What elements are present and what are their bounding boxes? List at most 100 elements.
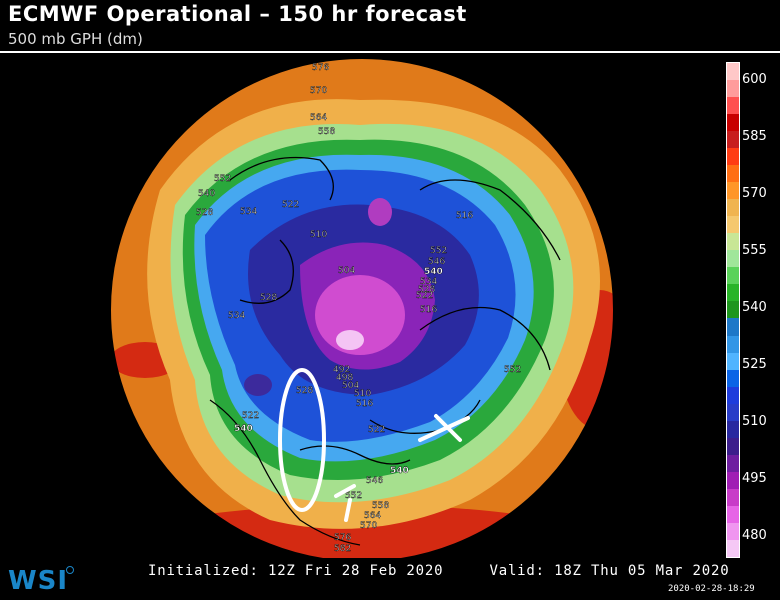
contour-label: 504 [342, 381, 359, 391]
contour-label: 522 [368, 425, 385, 435]
contour-label: 576 [334, 533, 351, 543]
contour-label: 534 [228, 311, 245, 321]
colorbar-swatch [727, 267, 739, 285]
colorbar-swatch [727, 522, 739, 540]
contour-label: 528 [196, 208, 213, 218]
colorbar-swatch [727, 301, 739, 319]
colorbar-swatch [727, 80, 739, 98]
colorbar-label: 480 [742, 528, 767, 543]
colorbar-label: 585 [742, 129, 767, 144]
colorbar-swatch [727, 505, 739, 523]
analyst-annotations [278, 368, 470, 522]
contour-label: 540 [390, 466, 409, 476]
colorbar-swatch [727, 182, 739, 200]
colorbar-label: 555 [742, 243, 767, 258]
colorbar-swatch [727, 165, 739, 183]
forecast-map: 576 570 564 558 552 540 534 528 522 510 … [109, 57, 615, 558]
contour-labels: 576 570 564 558 552 540 534 528 522 510 … [196, 63, 522, 554]
colorbar-swatch [727, 437, 739, 455]
contour-label: 528 [296, 386, 313, 396]
chart-subtitle: 500 mb GPH (dm) [8, 30, 143, 48]
contour-label: 546 [366, 476, 383, 486]
colorbar-swatch [727, 335, 739, 353]
map-disc-edge [109, 57, 615, 558]
colorbar-swatch [727, 488, 739, 506]
contour-label: 516 [456, 211, 473, 221]
colorbar-swatch [727, 250, 739, 268]
colorbar-swatch [727, 471, 739, 489]
colorbar-label: 570 [742, 186, 767, 201]
low-west [244, 374, 272, 396]
contour-label: 564 [364, 511, 381, 521]
contour-label: 540 [198, 189, 215, 199]
colorbar-label: 600 [742, 72, 767, 87]
header-divider [0, 51, 780, 53]
contour-label: 552 [504, 365, 521, 375]
generation-timestamp: 2020-02-28-18:29 [668, 584, 755, 594]
colorbar-label: 495 [742, 471, 767, 486]
chart-title: ECMWF Operational – 150 hr forecast [8, 2, 467, 26]
contour-label: 552 [214, 174, 231, 184]
contour-label: 510 [310, 230, 327, 240]
contour-label: 540 [234, 424, 253, 434]
colorbar-swatch [727, 284, 739, 302]
contour-label: 540 [424, 267, 443, 277]
band-pink-core [336, 330, 364, 350]
colorbar-swatch [727, 386, 739, 404]
colorbar-swatch [727, 352, 739, 370]
contour-label: 570 [360, 521, 377, 531]
wsi-logo: WSI [8, 566, 69, 596]
colorbar-swatch [727, 454, 739, 472]
cross-mark-annotation [418, 414, 470, 442]
contour-label: 528 [260, 293, 277, 303]
contour-label: 570 [310, 86, 327, 96]
band-magenta [315, 275, 405, 355]
contour-label: 558 [318, 127, 335, 137]
contour-label: 552 [345, 491, 362, 501]
contour-label: 528 [418, 285, 435, 295]
oval-annotation [278, 368, 326, 512]
colorbar-swatch [727, 369, 739, 387]
colorbar-swatch [727, 63, 739, 81]
colorbar-swatch [727, 233, 739, 251]
contour-label: 546 [428, 257, 445, 267]
contour-label: 510 [354, 389, 371, 399]
contour-label: 558 [372, 501, 389, 511]
coastlines [209, 156, 561, 546]
colorbar-swatch [727, 114, 739, 132]
height-field [110, 58, 614, 558]
initialized-time: Initialized: 12Z Fri 28 Feb 2020 [148, 563, 444, 579]
contour-label: 522 [282, 200, 299, 210]
contour-label: 516 [420, 305, 437, 315]
contour-label: 576 [312, 63, 329, 73]
contour-label: 492 [333, 365, 350, 375]
colorbar-label: 510 [742, 414, 767, 429]
colorbar-swatch [727, 97, 739, 115]
contour-label: 504 [338, 266, 355, 276]
contour-label: 534 [420, 277, 437, 287]
colorbar-swatch [727, 148, 739, 166]
contour-label: 522 [416, 291, 433, 301]
contour-label: 498 [336, 373, 353, 383]
colorbar-swatch [727, 539, 739, 557]
colorbar-swatch [727, 403, 739, 421]
contour-label: 534 [240, 207, 257, 217]
colorbar-label: 540 [742, 300, 767, 315]
colorbar-label: 525 [742, 357, 767, 372]
colorbar-swatch [727, 131, 739, 149]
valid-time: Valid: 18Z Thu 05 Mar 2020 [489, 563, 730, 579]
footer-times: Initialized: 12Z Fri 28 Feb 2020 Valid: … [148, 563, 729, 579]
arrow-annotation [334, 484, 356, 522]
contour-label: 552 [430, 246, 447, 256]
contour-label: 522 [242, 411, 259, 421]
logo-mark-icon [66, 566, 74, 574]
colorbar-swatch [727, 420, 739, 438]
legend-colorbar [726, 62, 740, 558]
colorbar-swatch [727, 318, 739, 336]
colorbar-swatch [727, 199, 739, 217]
colorbar-swatch [727, 216, 739, 234]
contour-label: 516 [356, 399, 373, 409]
contour-label: 582 [334, 544, 351, 554]
contour-label: 564 [310, 113, 327, 123]
low-east [368, 198, 392, 226]
